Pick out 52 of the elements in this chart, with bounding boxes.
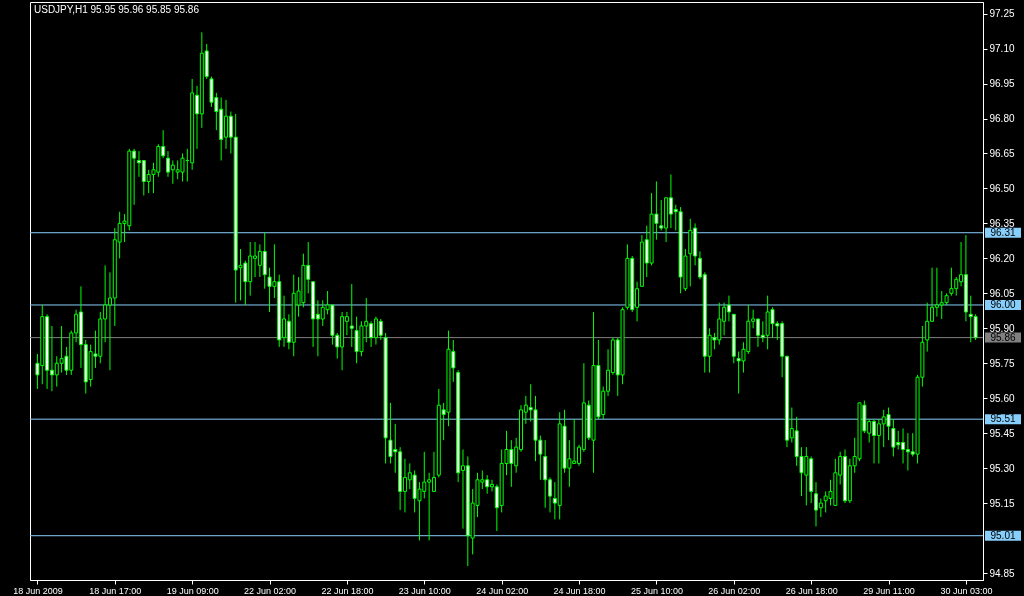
x-tick-label: 18 Jun 2009	[13, 585, 63, 596]
y-tick-label: 96.95	[989, 78, 1015, 90]
ref-line-label: 95.01	[990, 529, 1016, 541]
y-tick-label: 96.65	[989, 147, 1015, 159]
y-tick-label: 94.85	[989, 567, 1015, 579]
ref-line-label: 96.31	[990, 226, 1016, 238]
candlestick	[349, 283, 354, 348]
y-tick-label: 96.20	[989, 252, 1015, 264]
candlestick	[688, 218, 693, 287]
x-tick-label: 19 Jun 09:00	[166, 585, 219, 596]
y-tick-label: 95.75	[989, 357, 1015, 369]
y-tick-label: 95.45	[989, 427, 1015, 439]
x-tick-label: 18 Jun 17:00	[89, 585, 142, 596]
candlestick	[180, 152, 185, 182]
y-tick-label: 97.25	[989, 8, 1015, 20]
y-tick-label: 95.15	[989, 497, 1015, 509]
chart-title: USDJPY,H1 95.95 95.96 95.85 95.86	[34, 4, 200, 15]
x-tick-label: 29 Jun 11:00	[863, 585, 915, 596]
x-tick-label: 26 Jun 02:00	[708, 585, 761, 596]
x-tick-label: 25 Jun 10:00	[630, 585, 683, 596]
candlestick	[388, 402, 393, 464]
x-tick-label: 24 Jun 02:00	[476, 585, 529, 596]
y-tick-label: 97.10	[989, 43, 1015, 55]
candlestick	[925, 302, 930, 353]
candlestick	[431, 451, 436, 492]
ref-line-label: 95.86	[990, 331, 1016, 343]
y-tick-label: 96.35	[989, 217, 1015, 229]
candlestick	[378, 318, 383, 341]
candlestick	[209, 76, 214, 108]
y-tick-label: 96.80	[989, 113, 1015, 125]
candlestick	[891, 418, 896, 457]
y-tick-label: 95.30	[989, 462, 1015, 474]
y-tick-label: 96.05	[989, 287, 1015, 299]
x-tick-label: 30 Jun 03:00	[940, 585, 993, 596]
x-tick-label: 23 Jun 10:00	[398, 585, 451, 596]
candlestick	[818, 497, 823, 518]
ref-line-label: 95.51	[990, 413, 1016, 425]
candlestick	[543, 439, 548, 509]
x-tick-label: 24 Jun 18:00	[553, 585, 606, 596]
candlestick	[659, 199, 664, 231]
candlestick	[262, 232, 267, 290]
candlestick	[949, 267, 954, 297]
ref-line-label: 96.00	[990, 298, 1016, 310]
x-tick-label: 26 Jun 18:00	[785, 585, 838, 596]
y-tick-label: 96.50	[989, 182, 1015, 194]
y-tick-label: 95.60	[989, 392, 1015, 404]
y-tick-label: 95.90	[989, 322, 1015, 334]
candlestick	[973, 313, 978, 341]
x-tick-label: 22 Jun 02:00	[244, 585, 297, 596]
candlestick	[726, 295, 731, 322]
x-tick-label: 22 Jun 18:00	[321, 585, 374, 596]
candlestick	[886, 407, 891, 441]
